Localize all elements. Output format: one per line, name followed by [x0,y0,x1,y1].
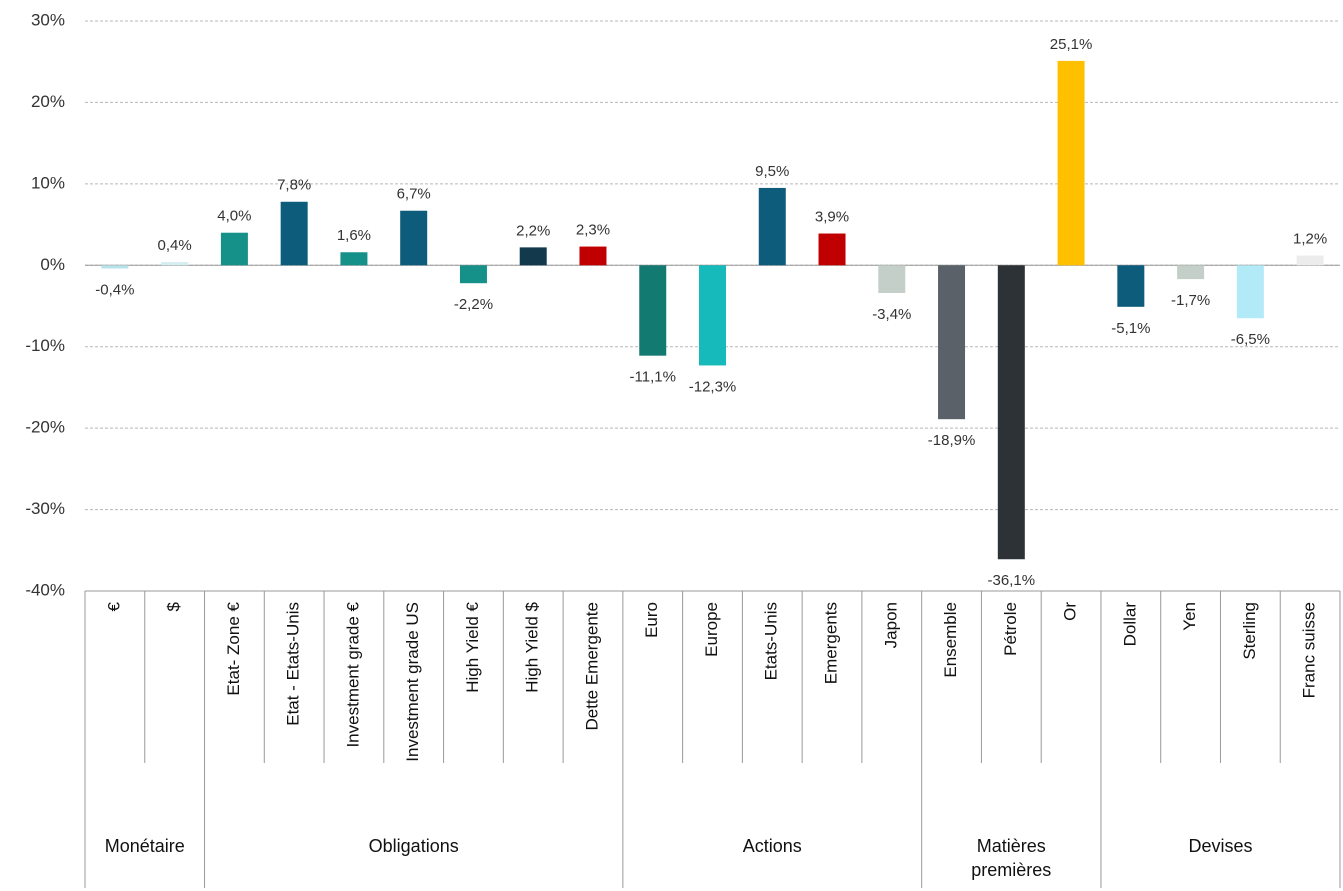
bar [220,232,248,266]
data-label: 25,1% [1050,36,1093,53]
data-label: -18,9% [928,432,976,449]
group-label: Monétaire [104,836,185,856]
x-tick-label: Yen [1180,602,1199,631]
bar [997,265,1025,560]
y-tick-label: -10% [25,336,65,355]
data-label: 4,0% [217,208,251,225]
bar [818,233,846,266]
x-tick-label: Investment grade € [343,601,362,747]
x-tick-label: Euro [642,602,661,638]
data-label: 3,9% [815,208,849,225]
y-tick-label: 10% [31,173,65,192]
data-label: -36,1% [988,572,1036,589]
x-tick-label: € [104,601,123,611]
x-tick-label: Pétrole [1001,602,1020,656]
x-tick-label: Japon [881,602,900,648]
x-tick-label: Franc suisse [1300,602,1319,698]
bar [1296,255,1324,266]
group-label: Obligations [368,836,459,856]
bar [400,210,428,266]
bar [1057,60,1085,266]
y-tick-label: 30% [31,10,65,29]
data-label: 0,4% [158,237,192,254]
x-tick-label: Dollar [1120,602,1139,647]
x-tick-label: $ [164,601,183,611]
x-tick-label: Etats-Unis [762,602,781,680]
x-tick-label: Etat - Etats-Unis [284,602,303,726]
data-label: -1,7% [1171,292,1210,309]
bar [1117,265,1145,307]
bar [699,265,726,366]
x-tick-label: Ensemble [941,602,960,678]
data-label: -3,4% [872,306,911,323]
x-tick-label: Investment grade US [403,602,422,762]
data-label: -11,1% [630,369,676,386]
y-tick-label: -30% [25,499,65,518]
bar [1177,265,1205,280]
data-label: -12,3% [689,378,737,395]
bar [938,265,966,420]
bar [1236,265,1264,319]
data-label: 6,7% [397,186,431,203]
bar [101,265,129,269]
group-label: Devises [1188,836,1253,856]
bar [878,265,906,293]
x-tick-label: Emergents [822,602,841,684]
x-tick-label: Dette Emergente [582,602,601,731]
bar [340,252,368,266]
y-tick-label: -40% [25,580,65,599]
bar [459,265,487,284]
bar [579,246,607,266]
y-tick-label: 20% [31,92,65,111]
bar [639,265,667,356]
data-label: 1,6% [337,227,371,244]
y-tick-label: -20% [25,418,65,437]
data-label: 2,3% [576,222,610,239]
x-tick-label: High Yield $ [523,601,542,692]
data-label: 9,5% [755,163,789,180]
bar [280,201,308,266]
data-label: -5,1% [1111,320,1150,337]
data-label: -2,2% [454,296,493,313]
x-tick-label: Or [1061,602,1080,621]
x-tick-label: Europe [702,602,721,657]
x-tick-label: High Yield € [463,601,482,692]
data-label: 1,2% [1293,230,1327,247]
group-label: Actions [742,836,802,856]
group-label: Matières premières [971,836,1052,880]
bar [519,247,547,266]
data-label: 2,2% [516,222,550,239]
x-tick-label: Etat- Zone € [224,601,243,695]
bar [161,262,189,266]
y-tick-label: 0% [40,255,65,274]
data-label: -0,4% [95,282,134,299]
x-tick-label: Sterling [1240,602,1259,660]
data-label: 7,8% [277,177,311,194]
data-label: -6,5% [1231,331,1270,348]
bar [758,187,786,266]
